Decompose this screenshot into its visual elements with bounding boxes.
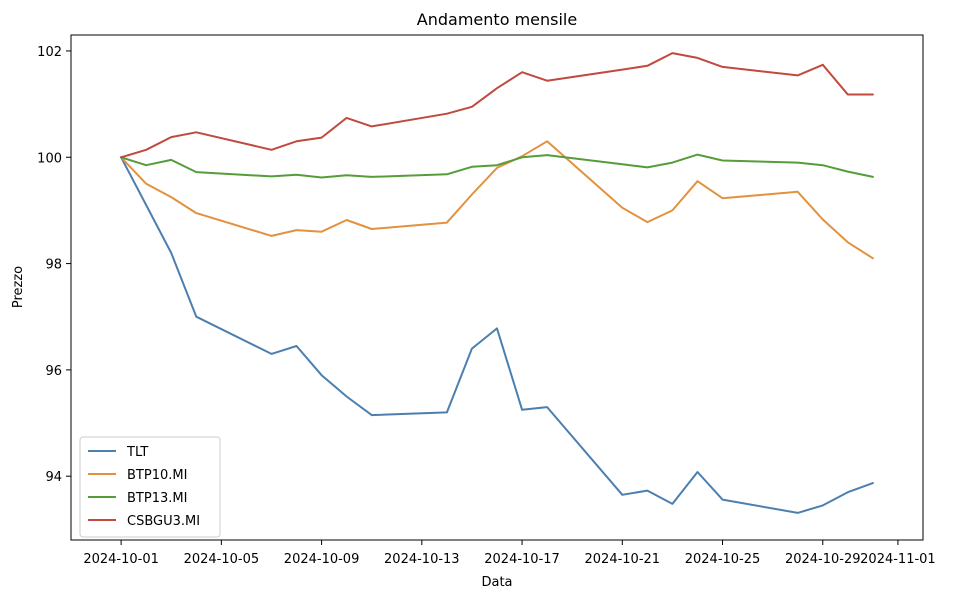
x-tick-label: 2024-10-21 bbox=[585, 552, 661, 567]
legend-box bbox=[79, 436, 221, 538]
y-tick-label: 94 bbox=[45, 470, 62, 485]
series-line-tlt bbox=[120, 156, 874, 514]
x-tick-label: 2024-10-05 bbox=[184, 552, 260, 567]
y-tick-label: 102 bbox=[37, 45, 62, 60]
x-tick-label: 2024-10-13 bbox=[384, 552, 460, 567]
legend-label: TLT bbox=[126, 445, 148, 460]
x-tick-label: 2024-10-01 bbox=[83, 552, 159, 567]
legend: TLT BTP10.MI BTP13.MI CSBGU3.MI bbox=[79, 436, 221, 538]
x-tick-label: 2024-10-29 bbox=[785, 552, 861, 567]
x-tick-label: 2024-10-25 bbox=[685, 552, 761, 567]
y-tick-label: 96 bbox=[45, 364, 62, 379]
x-tick-label: 2024-10-17 bbox=[484, 552, 560, 567]
series-line-btp13-mi bbox=[120, 153, 874, 179]
series-line-csbgu3-mi bbox=[120, 52, 874, 159]
y-tick-label: 98 bbox=[45, 258, 62, 273]
x-tick-label: 2024-10-09 bbox=[284, 552, 360, 567]
legend-label: BTP13.MI bbox=[127, 491, 187, 506]
x-tick-label: 2024-11-01 bbox=[860, 552, 936, 567]
y-axis-label: Prezzo bbox=[11, 266, 26, 308]
y-tick-label: 100 bbox=[37, 151, 62, 166]
legend-label: BTP10.MI bbox=[127, 468, 187, 483]
x-axis-label: Data bbox=[481, 575, 512, 590]
x-axis: 2024-10-01 2024-10-05 2024-10-09 2024-10-13… bbox=[83, 540, 936, 567]
legend-label: CSBGU3.MI bbox=[127, 514, 200, 529]
chart-title: Andamento mensile bbox=[417, 10, 577, 29]
series-layer bbox=[120, 52, 874, 514]
y-axis: 94 96 98 100 102 bbox=[37, 45, 71, 485]
plot-frame bbox=[70, 34, 924, 541]
series-line-btp10-mi bbox=[120, 140, 874, 260]
